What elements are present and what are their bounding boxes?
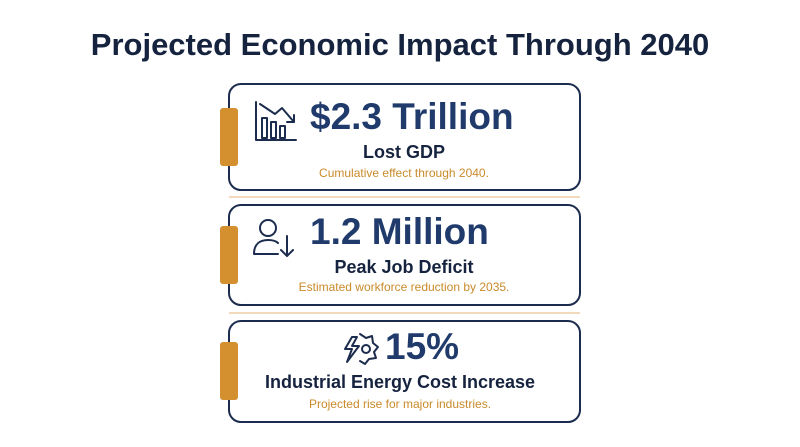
stat-card: 1.2 Million Peak Job Deficit Estimated w… bbox=[220, 204, 581, 306]
stat-note: Cumulative effect through 2040. bbox=[319, 166, 489, 180]
energy-gear-icon bbox=[344, 333, 379, 365]
card-tab bbox=[220, 342, 238, 400]
card-tab bbox=[220, 226, 238, 284]
stat-value: $2.3 Trillion bbox=[310, 96, 514, 137]
person-down-icon bbox=[253, 219, 294, 257]
stat-note: Estimated workforce reduction by 2035. bbox=[299, 280, 510, 294]
stat-label: Industrial Energy Cost Increase bbox=[265, 372, 535, 392]
stat-card: 15% Industrial Energy Cost Increase Proj… bbox=[220, 320, 581, 423]
stat-note: Projected rise for major industries. bbox=[309, 397, 491, 411]
stat-value: 1.2 Million bbox=[310, 211, 489, 252]
stat-value: 15% bbox=[385, 326, 459, 367]
page-title: Projected Economic Impact Through 2040 bbox=[91, 27, 709, 62]
stat-label: Peak Job Deficit bbox=[334, 257, 473, 277]
stat-card: $2.3 Trillion Lost GDP Cumulative effect… bbox=[220, 83, 581, 191]
stat-label: Lost GDP bbox=[363, 142, 445, 162]
card-tab bbox=[220, 108, 238, 166]
chart-down-icon bbox=[255, 101, 297, 141]
